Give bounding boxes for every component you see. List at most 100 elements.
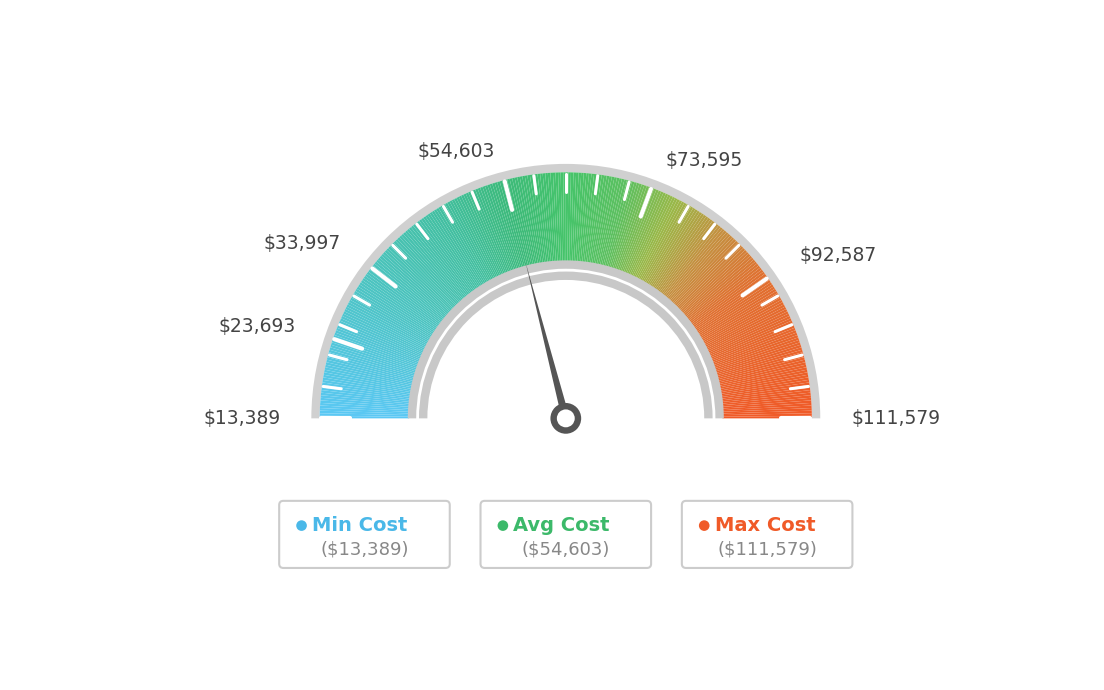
Wedge shape <box>329 347 416 375</box>
Wedge shape <box>392 243 456 308</box>
Wedge shape <box>369 270 442 325</box>
Wedge shape <box>322 380 411 395</box>
Wedge shape <box>606 181 631 268</box>
Wedge shape <box>320 416 410 418</box>
Wedge shape <box>464 194 502 276</box>
Wedge shape <box>540 173 551 263</box>
Wedge shape <box>713 335 798 367</box>
Wedge shape <box>592 176 609 264</box>
Wedge shape <box>458 196 499 277</box>
Wedge shape <box>524 175 541 264</box>
Wedge shape <box>654 215 707 290</box>
Text: Max Cost: Max Cost <box>714 516 815 535</box>
Circle shape <box>498 520 508 531</box>
Wedge shape <box>619 187 651 272</box>
Wedge shape <box>693 276 768 329</box>
Wedge shape <box>659 221 714 294</box>
Wedge shape <box>587 175 602 264</box>
Wedge shape <box>689 266 761 322</box>
Wedge shape <box>432 210 481 287</box>
Wedge shape <box>629 194 668 276</box>
Text: Avg Cost: Avg Cost <box>513 516 609 535</box>
Wedge shape <box>644 205 691 284</box>
Wedge shape <box>634 197 676 278</box>
Wedge shape <box>647 208 696 285</box>
Wedge shape <box>624 190 659 273</box>
Wedge shape <box>705 306 786 348</box>
Wedge shape <box>722 416 811 418</box>
Wedge shape <box>718 357 805 381</box>
Wedge shape <box>666 229 724 299</box>
Wedge shape <box>380 255 448 316</box>
Circle shape <box>551 403 581 434</box>
Wedge shape <box>582 174 594 263</box>
Wedge shape <box>482 186 514 271</box>
Wedge shape <box>709 318 792 356</box>
Wedge shape <box>721 390 810 402</box>
Wedge shape <box>675 241 737 306</box>
Wedge shape <box>719 367 807 387</box>
Wedge shape <box>722 395 811 405</box>
Wedge shape <box>320 411 410 415</box>
Wedge shape <box>538 174 550 263</box>
Wedge shape <box>722 411 811 415</box>
Wedge shape <box>578 173 588 262</box>
Wedge shape <box>360 282 435 333</box>
Wedge shape <box>575 172 584 262</box>
Wedge shape <box>326 362 413 384</box>
Wedge shape <box>722 397 811 407</box>
Wedge shape <box>633 196 673 277</box>
Wedge shape <box>690 270 763 325</box>
Wedge shape <box>434 209 484 286</box>
Wedge shape <box>655 216 709 290</box>
Wedge shape <box>445 203 490 282</box>
Wedge shape <box>397 237 459 304</box>
Wedge shape <box>722 406 811 412</box>
Wedge shape <box>417 221 473 294</box>
Wedge shape <box>361 280 436 332</box>
Wedge shape <box>512 177 533 266</box>
Wedge shape <box>449 200 493 280</box>
Wedge shape <box>320 400 410 408</box>
Wedge shape <box>657 218 711 292</box>
Wedge shape <box>407 260 724 418</box>
Wedge shape <box>626 192 664 275</box>
Wedge shape <box>708 316 790 355</box>
Wedge shape <box>337 326 421 361</box>
Wedge shape <box>438 206 486 284</box>
Wedge shape <box>363 276 438 329</box>
Wedge shape <box>609 182 637 268</box>
Wedge shape <box>625 190 661 274</box>
Wedge shape <box>620 188 654 272</box>
Wedge shape <box>355 288 433 337</box>
Wedge shape <box>401 234 463 302</box>
Text: $73,595: $73,595 <box>665 151 742 170</box>
Wedge shape <box>452 199 495 279</box>
Wedge shape <box>719 362 806 384</box>
Wedge shape <box>321 388 411 400</box>
Wedge shape <box>420 219 474 293</box>
Wedge shape <box>561 172 564 262</box>
Wedge shape <box>572 172 578 262</box>
Wedge shape <box>679 248 745 311</box>
Wedge shape <box>704 304 785 347</box>
Wedge shape <box>323 375 412 392</box>
Wedge shape <box>325 365 413 386</box>
Wedge shape <box>608 181 635 268</box>
Wedge shape <box>394 241 457 306</box>
Wedge shape <box>691 272 765 326</box>
Wedge shape <box>597 177 617 265</box>
Wedge shape <box>558 172 563 262</box>
Wedge shape <box>628 193 666 275</box>
Wedge shape <box>553 172 560 262</box>
Wedge shape <box>357 286 434 336</box>
Wedge shape <box>320 408 410 413</box>
Wedge shape <box>358 284 435 335</box>
Wedge shape <box>335 333 420 365</box>
Wedge shape <box>720 372 808 391</box>
Wedge shape <box>327 357 414 381</box>
Wedge shape <box>571 172 576 262</box>
Wedge shape <box>605 180 629 267</box>
Wedge shape <box>551 172 558 262</box>
Wedge shape <box>333 335 418 367</box>
